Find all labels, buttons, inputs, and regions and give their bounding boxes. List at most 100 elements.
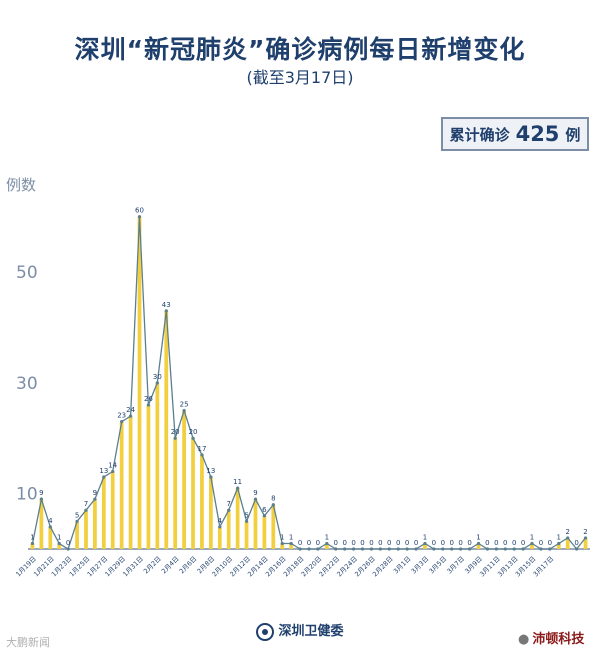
bar: [226, 510, 231, 549]
data-point: [378, 547, 382, 551]
data-point: [39, 497, 43, 501]
data-label: 0: [369, 539, 373, 547]
data-label: 1: [57, 533, 61, 541]
data-point: [271, 503, 275, 507]
data-label: 4: [48, 517, 53, 525]
bar: [182, 410, 186, 549]
total-prefix: 累计确诊: [449, 125, 510, 144]
data-label: 24: [126, 406, 135, 414]
data-point: [450, 547, 454, 551]
data-point: [432, 547, 436, 551]
bar: [146, 405, 151, 549]
data-point: [173, 436, 177, 440]
bar: [556, 543, 561, 549]
total-confirmed-badge: 累计确诊 425 例: [441, 117, 589, 151]
data-label: 0: [494, 539, 498, 547]
data-point: [360, 547, 365, 551]
bars-layer: [30, 216, 588, 549]
x-tick-label: 2月6日: [178, 555, 199, 576]
data-label: 20: [189, 428, 198, 436]
data-label: 1: [423, 533, 427, 541]
data-point: [539, 547, 543, 551]
data-label: 0: [512, 539, 516, 547]
bar: [280, 543, 285, 549]
data-label: 0: [405, 539, 409, 547]
data-label: 1: [476, 533, 480, 541]
data-label: 30: [153, 373, 162, 381]
data-point: [369, 547, 374, 551]
data-point: [583, 536, 588, 540]
data-label: 14: [108, 461, 117, 469]
data-point: [334, 547, 338, 551]
data-label: 1: [530, 533, 534, 541]
bar: [530, 543, 534, 549]
bar: [235, 488, 240, 549]
data-point: [557, 541, 561, 546]
data-point: [289, 541, 293, 546]
data-point: [120, 420, 124, 424]
data-label: 1: [30, 533, 34, 541]
data-label: 0: [521, 539, 525, 547]
data-label: 13: [99, 467, 108, 475]
data-label: 0: [66, 539, 70, 547]
data-label: 9: [253, 489, 257, 497]
bar: [583, 537, 588, 549]
x-tick-label: 2月4日: [160, 555, 181, 576]
data-label: 1: [325, 533, 329, 541]
data-label: 5: [244, 511, 248, 519]
data-label: 17: [197, 445, 206, 453]
bar: [48, 526, 53, 549]
data-label: 0: [414, 539, 418, 547]
data-point: [325, 541, 329, 546]
data-label: 4: [218, 517, 223, 525]
bar: [289, 543, 294, 549]
data-point: [93, 497, 97, 501]
data-point: [48, 525, 52, 529]
data-point: [111, 469, 115, 474]
bar: [84, 510, 88, 549]
data-label: 6: [262, 506, 267, 514]
bar: [173, 438, 178, 549]
data-label: 0: [307, 539, 311, 547]
chart-subtitle: (截至3月17日): [246, 68, 354, 87]
data-label: 0: [316, 539, 320, 547]
total-value: 425: [515, 122, 560, 146]
data-point: [280, 541, 284, 546]
data-point: [137, 215, 142, 219]
y-tick-label: 50: [16, 263, 38, 283]
data-point: [566, 536, 570, 540]
bar: [39, 499, 44, 549]
data-point: [387, 547, 391, 551]
bar: [565, 537, 570, 549]
data-label: 9: [39, 489, 43, 497]
data-label: 26: [144, 395, 153, 403]
data-label: 0: [298, 539, 302, 547]
value-labels-layer: 1941057913142324602630432025201713471159…: [30, 207, 588, 547]
x-tick-label: 2月2日: [142, 555, 163, 576]
data-point: [441, 547, 445, 551]
data-point: [128, 414, 133, 418]
bar: [137, 216, 142, 549]
bar: [30, 543, 35, 549]
bar: [119, 421, 124, 549]
data-label: 2: [583, 528, 587, 536]
data-label: 0: [378, 539, 382, 547]
data-point: [423, 541, 427, 546]
footer-org-label: 深圳卫健委: [278, 624, 344, 639]
data-label: 13: [206, 467, 215, 475]
watermark-left: 大鹏新闻: [6, 636, 50, 649]
data-point: [485, 547, 490, 551]
data-point: [30, 541, 35, 546]
data-point: [236, 486, 240, 490]
data-point: [84, 508, 88, 512]
bar: [217, 526, 222, 549]
line-layer: [30, 215, 588, 551]
data-point: [512, 547, 516, 551]
y-tick-label: 10: [16, 485, 38, 505]
data-point: [476, 541, 481, 546]
data-point: [352, 547, 356, 551]
footer-org: 深圳卫健委: [0, 620, 600, 641]
total-suffix: 例: [565, 125, 581, 144]
data-label: 5: [75, 511, 79, 519]
data-label: 2: [565, 528, 569, 536]
